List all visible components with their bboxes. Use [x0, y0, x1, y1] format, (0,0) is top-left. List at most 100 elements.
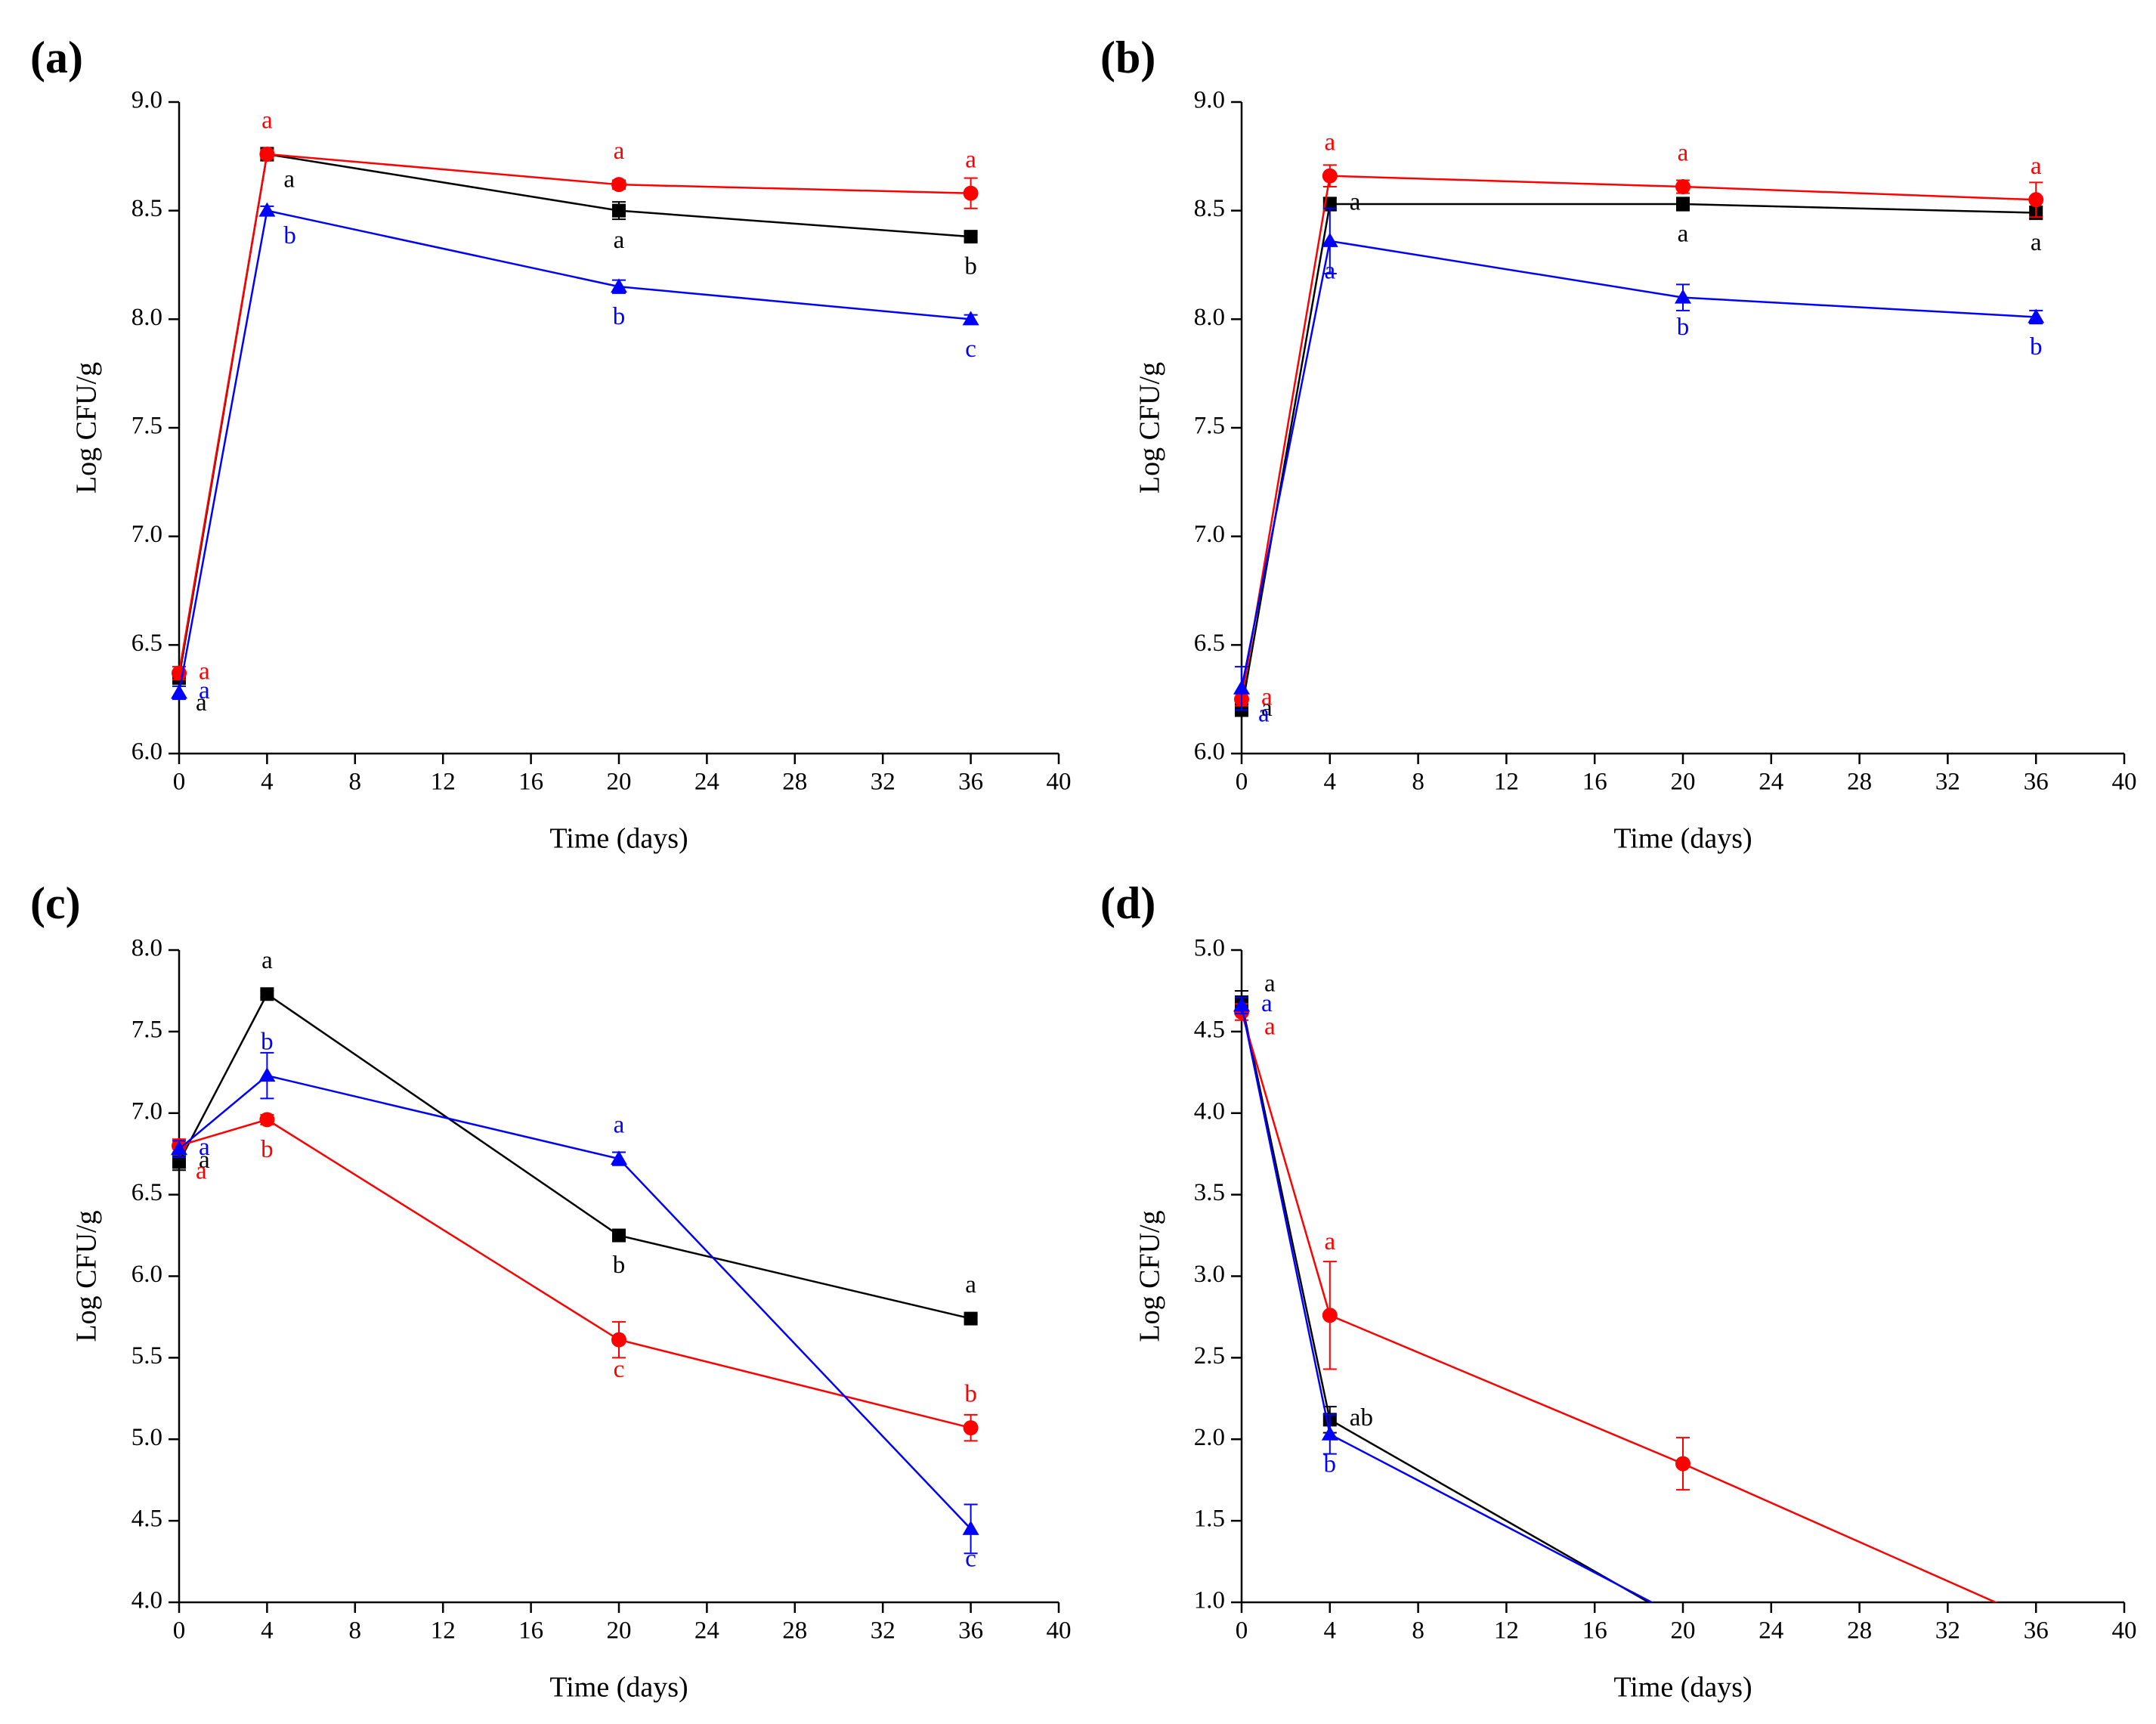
- x-tick-label: 16: [1582, 769, 1607, 796]
- x-tick-label: 12: [1494, 1617, 1519, 1645]
- x-tick-label: 32: [871, 1617, 895, 1645]
- y-tick-label: 4.0: [131, 1587, 162, 1614]
- x-tick-label: 16: [1582, 1617, 1607, 1645]
- annotation: a: [196, 689, 207, 717]
- x-tick-label: 40: [1047, 769, 1072, 796]
- x-tick-label: 28: [782, 769, 807, 796]
- x-tick-label: 28: [782, 1617, 807, 1645]
- x-tick-label: 4: [1324, 769, 1337, 796]
- x-tick-label: 32: [1935, 1617, 1960, 1645]
- y-tick-label: 7.0: [131, 1097, 162, 1125]
- marker: [258, 1067, 276, 1082]
- y-tick-label: 6.5: [131, 630, 162, 657]
- x-tick-label: 4: [1324, 1617, 1337, 1645]
- x-tick-label: 12: [1494, 769, 1519, 796]
- marker: [259, 1112, 275, 1128]
- annotation: b: [613, 1252, 626, 1279]
- marker: [172, 1155, 186, 1169]
- y-tick-label: 7.0: [131, 521, 162, 548]
- annotation: a: [1350, 189, 1361, 216]
- y-tick-label: 9.0: [1194, 87, 1225, 114]
- marker: [171, 684, 187, 699]
- annotation: b: [964, 253, 977, 280]
- x-tick-label: 36: [2024, 1617, 2049, 1645]
- annotation: c: [614, 1356, 625, 1383]
- panel-label: (a): [30, 32, 83, 82]
- annotation: b: [283, 222, 296, 249]
- annotation: a: [2031, 153, 2042, 180]
- panel: (d) Time (days) Log CFU/g 0 4 8 12 16 20 24 28 32 36…: [1100, 878, 2137, 1704]
- y-axis-label: Log CFU/g: [1134, 1210, 1166, 1342]
- series-line: [178, 209, 971, 693]
- marker: [962, 311, 979, 326]
- y-tick-label: 8.5: [1194, 195, 1225, 222]
- marker: [1676, 197, 1690, 212]
- x-tick-label: 32: [1935, 769, 1960, 796]
- x-axis-label: Time (days): [1613, 1672, 1752, 1704]
- annotation: b: [2030, 333, 2043, 361]
- y-axis-label: Log CFU/g: [1134, 362, 1166, 494]
- y-tick-label: 7.5: [131, 1016, 162, 1043]
- x-tick-label: 12: [431, 769, 456, 796]
- panel-label: (c): [30, 878, 81, 928]
- annotation: b: [1677, 314, 1690, 341]
- marker: [1233, 679, 1250, 695]
- plot-area: [171, 987, 979, 1555]
- y-tick-label: 3.5: [1194, 1179, 1225, 1206]
- x-tick-label: 28: [1847, 769, 1872, 796]
- marker: [1675, 289, 1691, 304]
- marker: [611, 1150, 627, 1165]
- x-tick-label: 0: [1236, 769, 1248, 796]
- marker: [612, 203, 626, 218]
- annotation: a: [1324, 1228, 1335, 1255]
- x-tick-label: 0: [173, 769, 186, 796]
- series-line: [178, 1119, 971, 1429]
- marker: [2028, 192, 2044, 208]
- series-line: [1240, 240, 2037, 689]
- marker: [1675, 179, 1690, 195]
- panel-label: (d): [1100, 878, 1155, 928]
- y-tick-label: 8.0: [131, 304, 162, 331]
- x-tick-label: 32: [871, 769, 895, 796]
- x-tick-label: 16: [518, 1617, 543, 1645]
- panel-label: (b): [1100, 32, 1155, 82]
- annotation: a: [614, 138, 625, 165]
- annotation: b: [613, 303, 626, 330]
- marker: [1321, 232, 1338, 247]
- y-tick-label: 7.5: [131, 413, 162, 440]
- y-tick-label: 8.5: [131, 195, 162, 222]
- marker: [1322, 1308, 1338, 1323]
- marker: [612, 1228, 626, 1243]
- x-tick-label: 36: [958, 1617, 983, 1645]
- y-tick-label: 6.5: [131, 1179, 162, 1206]
- y-tick-label: 8.0: [131, 935, 162, 962]
- y-tick-label: 2.0: [1194, 1424, 1225, 1451]
- y-tick-label: 4.0: [1194, 1097, 1225, 1125]
- x-tick-label: 20: [607, 1617, 632, 1645]
- annotation: a: [199, 1147, 210, 1174]
- series-line: [178, 153, 971, 673]
- marker: [611, 177, 626, 193]
- annotation: a: [614, 1112, 625, 1139]
- annotation: b: [261, 1136, 274, 1163]
- annotation: b: [1324, 1450, 1337, 1478]
- annotation: a: [965, 146, 976, 173]
- annotation: a: [261, 107, 273, 135]
- marker: [260, 987, 274, 1001]
- annotation: b: [261, 1029, 274, 1056]
- panel: (a) Time (days) Log CFU/g 0 4 8 12 16 20 24 28 32 36…: [30, 32, 1072, 855]
- x-tick-label: 16: [518, 769, 543, 796]
- annotation: c: [965, 1545, 976, 1572]
- marker: [964, 1311, 978, 1326]
- annotation: a: [1261, 990, 1273, 1017]
- y-tick-label: 7.0: [1194, 521, 1225, 548]
- annotation: a: [199, 1134, 210, 1161]
- x-tick-label: 0: [1236, 1617, 1248, 1645]
- annotation: a: [1678, 140, 1689, 167]
- annotation: b: [964, 1381, 977, 1408]
- plot-area: [1233, 989, 1998, 1602]
- series-line: [178, 1074, 972, 1530]
- y-tick-label: 6.0: [1194, 738, 1225, 766]
- annotation: a: [261, 947, 273, 974]
- y-tick-label: 2.5: [1194, 1342, 1225, 1370]
